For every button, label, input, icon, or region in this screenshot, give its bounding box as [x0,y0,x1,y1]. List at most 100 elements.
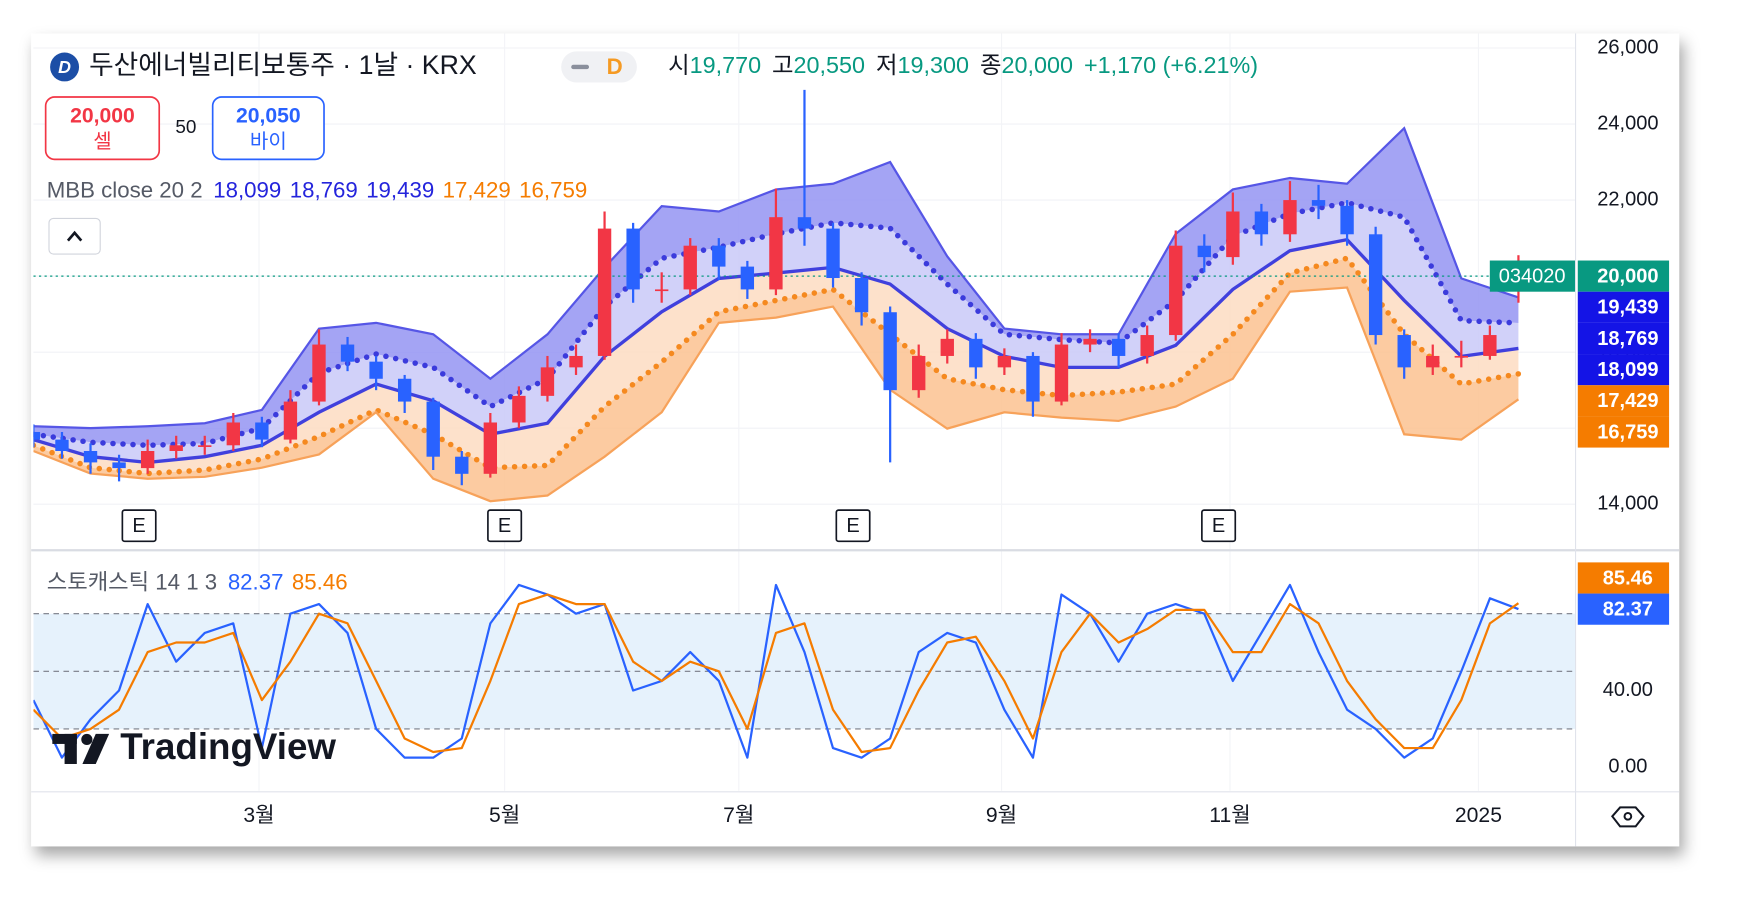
badge-letter: D [607,54,623,79]
y-tick-label: 24,000 [1597,112,1658,134]
x-tick-label: 5월 [489,803,520,827]
y-tick-label: 0.00 [1608,756,1647,778]
candle-body [683,245,697,290]
legend-value: 18,099 [213,178,281,203]
candle-body [940,338,954,356]
x-tick-label: 3월 [243,803,274,827]
price-pane [33,89,1576,503]
stoch-pane [33,583,1576,759]
badge[interactable] [561,51,637,83]
candle-body [626,228,640,290]
candle-body [1140,335,1154,356]
badge-dash [571,64,590,70]
y-tick-label: 26,000 [1597,36,1658,58]
candle-body [112,462,126,469]
candle-body [426,401,440,457]
candle-body [512,395,526,423]
candle-body [483,422,498,474]
candle-body [655,289,669,292]
candle-body [712,245,726,267]
candle-body [226,422,240,446]
ohlc-label: 종 [980,52,1002,78]
candle-body [455,456,469,474]
y-tick-label: 14,000 [1597,493,1658,515]
stoch-line [33,593,1520,754]
price-tag-text: 85.46 [1603,567,1653,589]
price-tag [1577,260,1670,292]
candle-body [1254,211,1269,235]
candle-body [1311,200,1326,206]
legend-value: 85.46 [292,569,348,594]
event-marker [121,509,157,543]
legend-value: 18,769 [290,178,358,203]
ohlc-label: 고 [772,52,794,78]
event-marker [1201,509,1237,543]
logo-text: TradingView [120,726,336,767]
candle-body [597,228,612,356]
ohlc-value: 20,550 [794,52,866,78]
candle-body [1226,211,1240,258]
candle-body [255,422,269,440]
candle-body [1368,234,1383,336]
x-tick-label: 9월 [986,803,1017,827]
ohlc-value: 19,770 [690,52,762,78]
candle-body [1054,344,1069,402]
candle-body [1169,245,1183,336]
buy-label: 바이 [250,130,287,153]
event-label: E [1212,515,1225,537]
change: +1,170 (+6.21%) [1084,52,1258,78]
event-label: E [498,515,511,537]
event-label: E [846,515,859,537]
legend-value: 17,429 [443,178,511,203]
ohlc-value: 19,300 [898,52,970,78]
symbol-icon [50,52,80,82]
sell-price: 20,000 [70,105,135,128]
candle-body [369,361,383,379]
candle-body [340,344,355,362]
price-tag [1577,416,1670,448]
price-tag [1577,291,1670,323]
event-marker [487,509,523,543]
candle-body [55,439,69,451]
stoch-line [33,583,1519,759]
symbol-title: 두산에너빌리티보통주 · 1날 · KRX [89,50,477,80]
symbol-tag [1489,260,1576,292]
sell-label: 셀 [93,130,111,153]
candle-body [83,450,98,463]
x-tick-label: 7월 [723,803,754,827]
candle-body [1111,338,1126,356]
band-fill [33,239,1519,474]
legend-label: MBB close 20 2 [47,178,203,203]
symbol-icon-letter: D [58,57,71,77]
candle-body [1483,335,1497,356]
candle-body [540,367,555,396]
price-tag-text: 17,429 [1597,390,1658,412]
candle-body [283,401,298,440]
candle-body [969,338,983,368]
settings-icon[interactable] [1610,806,1645,828]
stoch-legend: 스토캐스틱 14 1 3 82.37 85.46 [47,569,348,594]
sell-button[interactable] [44,96,161,161]
band-line [33,286,1520,503]
candle-body [169,445,183,451]
legend-value: 16,759 [519,178,587,203]
price-tag-text: 18,099 [1597,359,1658,381]
stoch-title: 스토캐스틱 14 1 3 [47,569,217,594]
collapse-button[interactable] [48,217,101,255]
front-layer: E E E E 034020 20,000 19,439 18,769 18,099 17,429… [121,260,1670,827]
candle-body [1397,335,1411,368]
price-tag [1577,593,1670,625]
legend-value: 82.37 [228,569,284,594]
candle-body [569,355,583,368]
buy-button[interactable] [211,96,325,161]
candle-body [912,355,926,391]
candle-body [198,445,212,447]
x-tick-label: 11월 [1209,803,1250,827]
legend-value: 19,439 [366,178,434,203]
candle-body [1026,355,1040,402]
candle-body [1340,205,1354,235]
price-tag [1577,322,1670,355]
candle-body [33,431,41,440]
